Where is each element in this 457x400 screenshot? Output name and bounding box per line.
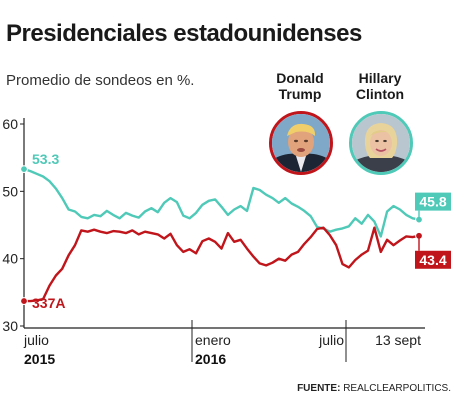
trump-portrait-icon (269, 111, 333, 175)
series-end-label: 45.8 (419, 194, 446, 210)
x-tick-label: 13 sept (375, 332, 421, 348)
x-tick-label: julio (23, 332, 49, 348)
series-end-label: 43.4 (419, 252, 446, 268)
clinton-last-name: Clinton (355, 86, 405, 102)
clinton-portrait-icon (349, 111, 413, 175)
trump-first-name: Donald (276, 70, 324, 86)
trump-name-label: Donald Trump (270, 70, 330, 102)
clinton-first-name: Hillary (358, 70, 402, 86)
series-start-point (20, 165, 28, 174)
source-credit: FUENTE: REALCLEARPOLITICS. (297, 383, 451, 394)
series-end-label-box (415, 250, 451, 269)
x-tick-year: 2016 (195, 351, 226, 367)
y-tick-label: 60 (2, 116, 18, 132)
chart-subtitle: Promedio de sondeos en %. (6, 72, 195, 89)
x-tick-label: julio (318, 332, 344, 348)
series-line-trump (24, 226, 420, 303)
series-start-label: 53.3 (32, 151, 59, 167)
series-line-clinton (23, 167, 420, 238)
x-tick-label: enero (195, 332, 231, 348)
series-start-label: 337A (32, 295, 65, 311)
y-tick-label: 30 (2, 318, 18, 334)
x-axis: julio 2015 enero 2016 julio 13 sept (23, 320, 425, 367)
clinton-name-label: Hillary Clinton (350, 70, 410, 102)
source-text: REALCLEARPOLITICS. (343, 383, 451, 394)
series-end-label-box (415, 192, 451, 211)
value-labels: 53.3 45.8 337A 43.4 (32, 151, 451, 311)
chart-series (20, 165, 423, 305)
y-axis: 60 50 40 30 (2, 116, 25, 334)
trump-last-name: Trump (278, 86, 322, 102)
x-tick-year: 2015 (24, 351, 55, 367)
y-tick-label: 40 (2, 251, 18, 267)
source-label: FUENTE: (297, 383, 341, 394)
chart-title: Presidenciales estadounidenses (6, 20, 362, 47)
series-start-point (20, 297, 28, 305)
y-tick-label: 50 (2, 183, 18, 199)
